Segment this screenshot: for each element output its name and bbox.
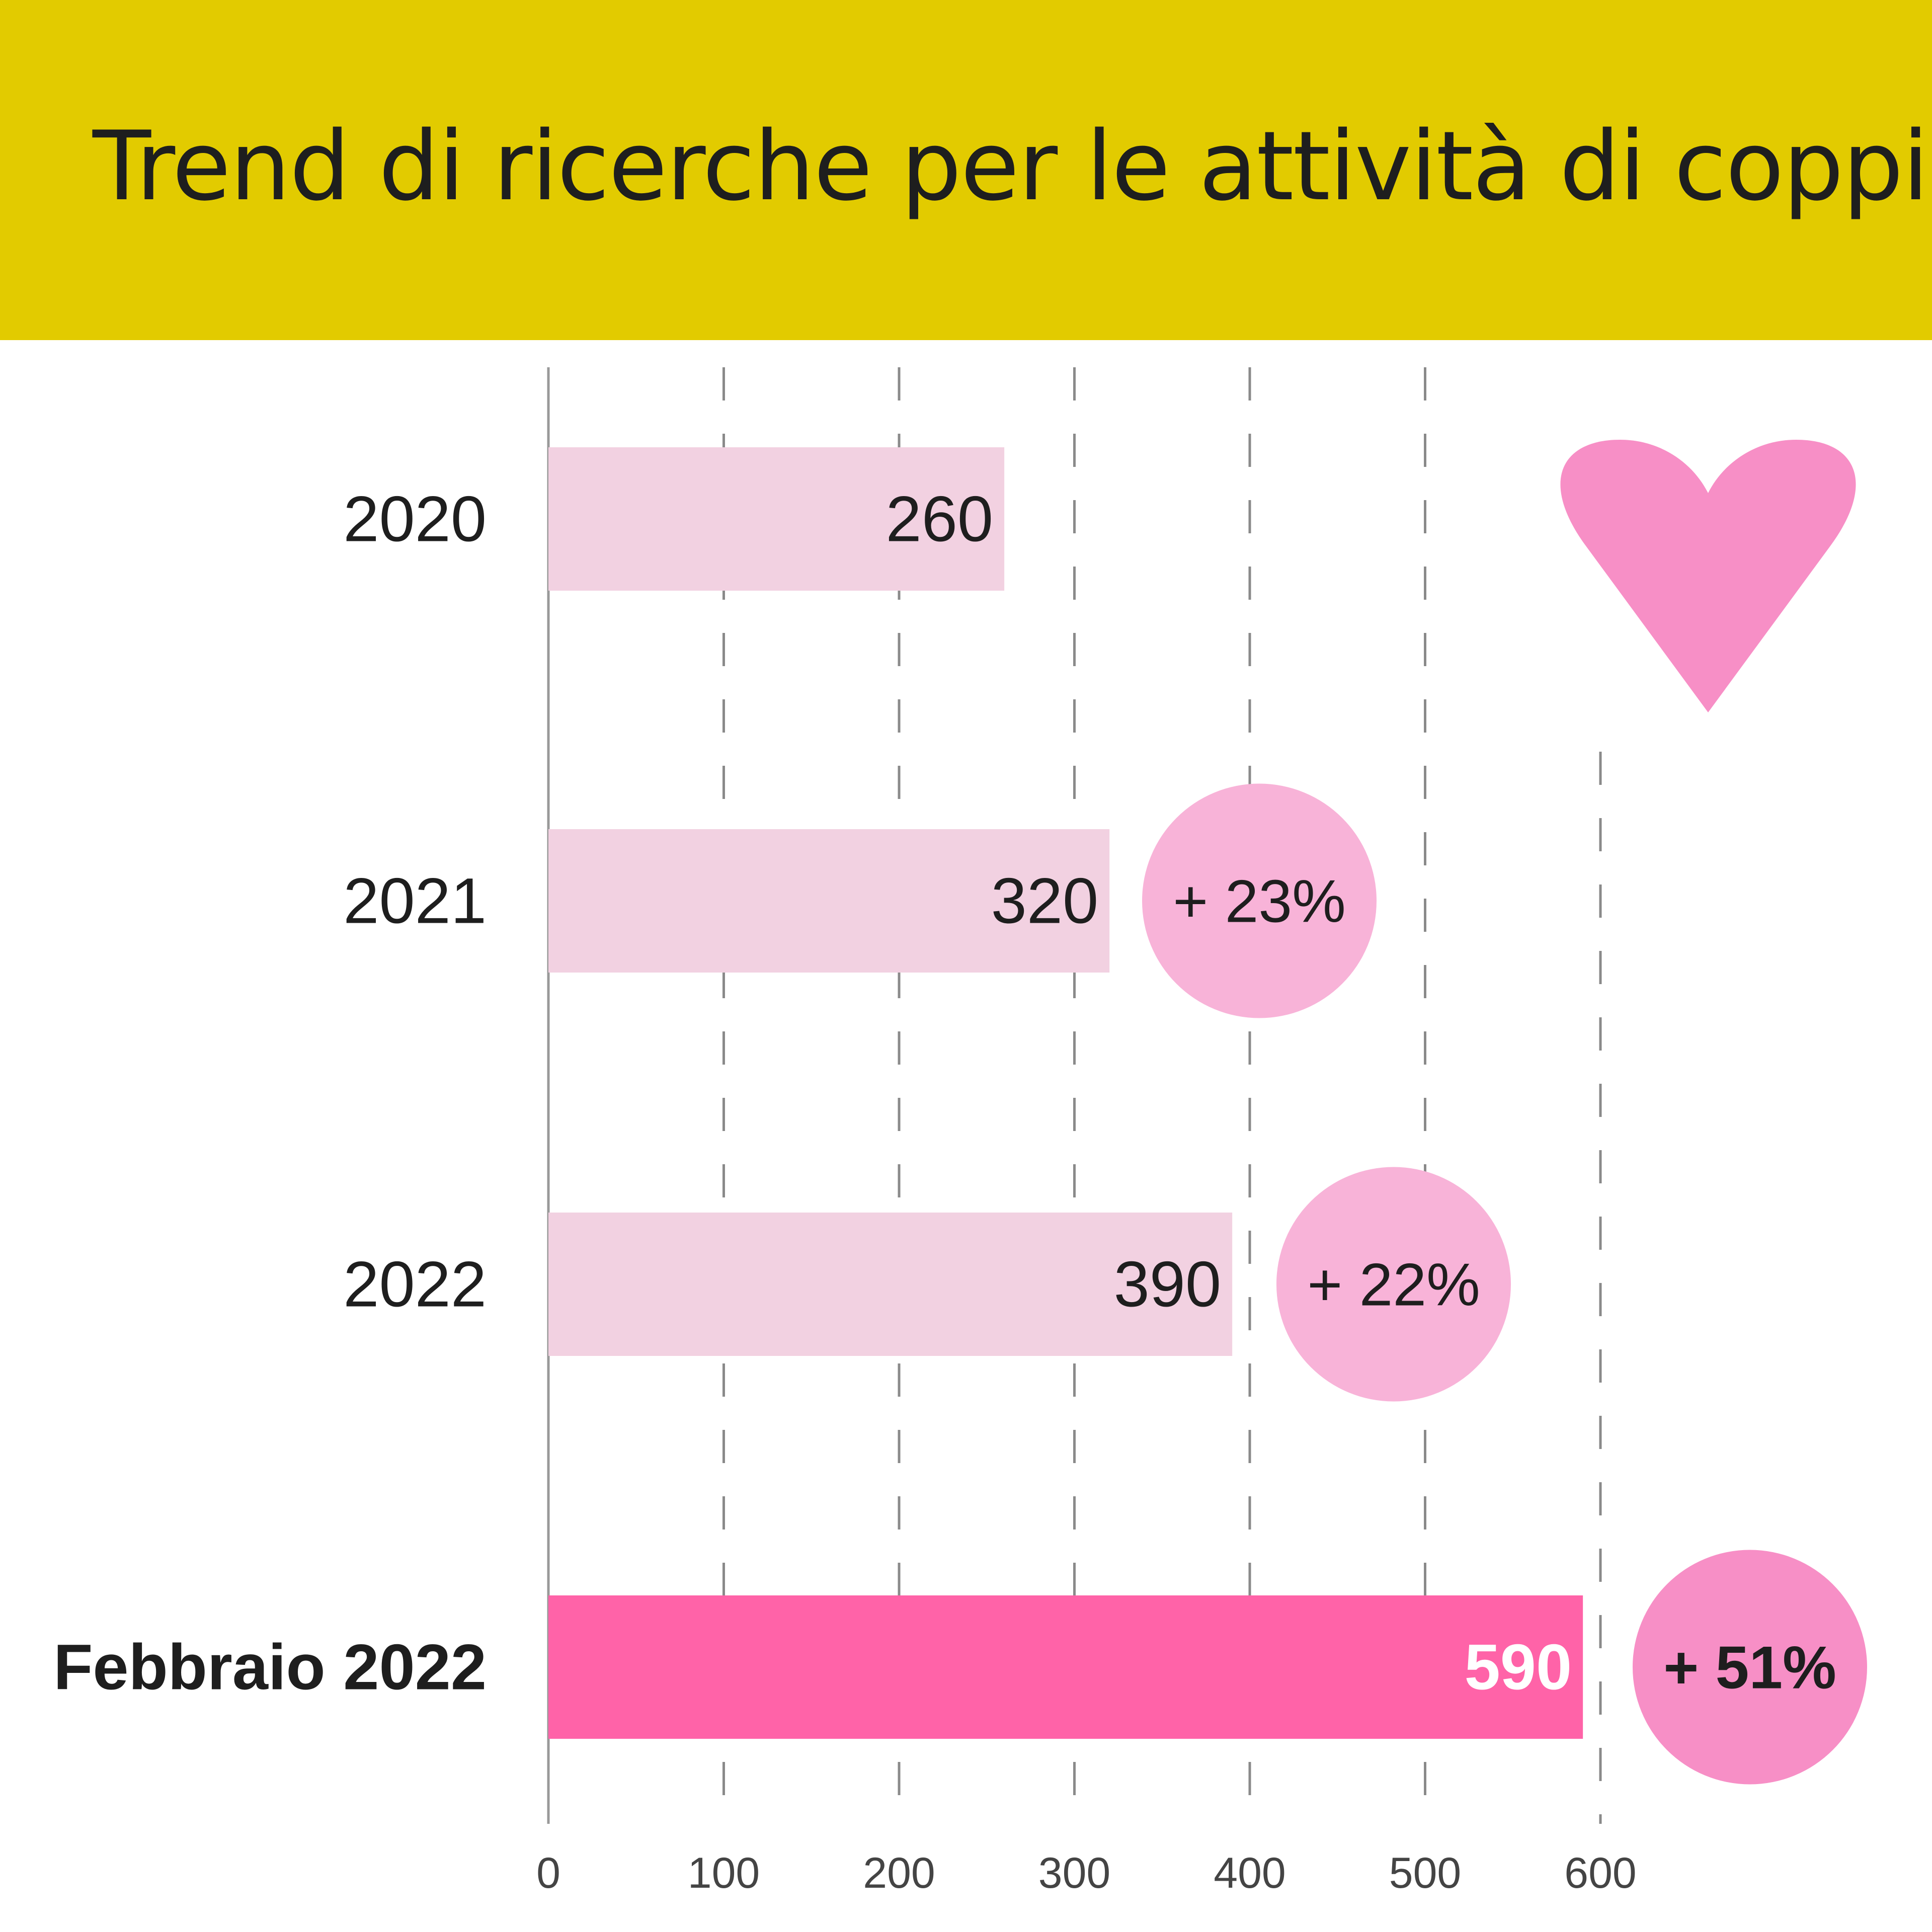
growth-label: + 51% [1663,1634,1836,1702]
title-banner: Trend di ricerche per le attività di cop… [0,0,1932,340]
x-tick-label: 400 [1214,1849,1286,1897]
bar-2020 [548,447,1005,591]
heart-icon-shape [1560,440,1856,712]
x-tick-label: 500 [1389,1849,1462,1897]
category-label: Febbraio 2022 [53,1632,487,1704]
growth-bubble [1633,1550,1867,1785]
x-tick-label: 0 [536,1849,560,1897]
x-tick-label: 200 [863,1849,935,1897]
x-tick-label: 100 [688,1849,760,1897]
growth-bubble [1142,783,1377,1018]
value-label: 260 [886,484,994,555]
chart-title: Trend di ricerche per le attività di cop… [93,111,1932,222]
value-label: 320 [991,865,1099,937]
value-label: 590 [1465,1632,1572,1704]
value-label: 390 [1114,1249,1222,1321]
x-tick-label: 600 [1564,1849,1637,1897]
x-tick-label: 300 [1038,1849,1111,1897]
bar-2022 [548,1213,1233,1356]
growth-label: + 22% [1307,1251,1480,1319]
category-label: 2022 [343,1249,487,1321]
growth-label: + 23% [1173,868,1346,935]
bar-2021 [548,829,1110,973]
category-label: 2020 [343,484,487,555]
bar-febbraio-2022 [548,1595,1583,1739]
growth-bubble [1276,1167,1511,1402]
category-label: 2021 [343,865,487,937]
heart-icon [1560,440,1856,712]
